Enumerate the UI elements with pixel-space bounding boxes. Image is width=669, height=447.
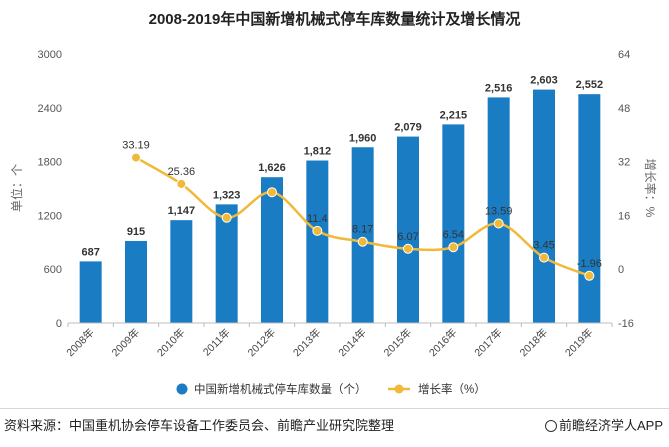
legend-bar-label: 中国新增机械式停车库数量（个） — [194, 382, 367, 396]
growth-point — [312, 225, 323, 236]
growth-point — [493, 218, 504, 229]
bar-value-label: 2,215 — [440, 109, 468, 121]
y-axis-title: 单位：个 — [9, 164, 24, 212]
growth-value-label: 11.4 — [307, 213, 328, 225]
growth-point — [221, 212, 232, 223]
bar — [261, 177, 283, 323]
y2-tick-label: 16 — [618, 210, 630, 222]
bar — [442, 124, 465, 323]
growth-value-label: 13.59 — [485, 206, 513, 218]
x-tick-label: 2014年 — [336, 326, 369, 359]
growth-value-label: 33.19 — [122, 140, 150, 152]
bar — [533, 89, 555, 324]
bar — [125, 240, 147, 323]
bar — [79, 261, 102, 323]
growth-value-label: 25.36 — [168, 166, 196, 178]
bar-series — [79, 89, 601, 324]
y-tick-label: 1800 — [38, 157, 62, 169]
growth-value-label: 3.45 — [533, 240, 554, 252]
growth-point — [357, 236, 368, 247]
bar-value-label: 1,323 — [213, 189, 241, 201]
y-tick-label: 600 — [44, 264, 62, 276]
x-tick-label: 2013年 — [290, 326, 323, 359]
chart-title: 2008-2019年中国新增机械式停车库数量统计及增长情况 — [149, 10, 521, 28]
bar-value-label: 1,147 — [168, 205, 196, 217]
y2-tick-label: -16 — [618, 318, 634, 330]
axes: 0 600 1200 1800 2400 3000 -16 0 16 32 48 64 单位：个 增长率：… — [9, 49, 658, 359]
bar — [170, 220, 193, 323]
x-tick-label: 2018年 — [517, 326, 550, 359]
y2-tick-label: 0 — [618, 264, 624, 276]
legend-bar-marker — [176, 383, 188, 395]
data-labels: 687 915 1,147 1,323 1,626 1,812 1,960 2,079 2,21… — [81, 75, 603, 270]
bar-value-label: 1,626 — [258, 162, 286, 174]
growth-point — [584, 270, 595, 281]
footer: 资料来源：中国重机协会停车设备工作委员会、前瞻产业研究院整理 前瞻经济学人APP — [0, 408, 669, 435]
growth-point — [267, 187, 277, 198]
brand-text: 前瞻经济学人APP — [558, 418, 663, 433]
bar — [351, 147, 374, 323]
growth-value-label: 6.54 — [443, 229, 464, 241]
bar-value-label: 1,960 — [349, 132, 377, 144]
y2-axis-title: 增长率：% — [643, 159, 658, 218]
legend: 中国新增机械式停车库数量（个） 增长率（%） — [176, 382, 486, 396]
growth-value-label: 6.07 — [397, 231, 418, 243]
bar-value-label: 2,079 — [394, 122, 422, 134]
y-tick-label: 0 — [56, 318, 62, 330]
source-note: 资料来源：中国重机协会停车设备工作委员会、前瞻产业研究院整理 — [4, 418, 395, 433]
x-tick-label: 2015年 — [381, 326, 414, 359]
bar — [397, 136, 419, 323]
growth-line-series — [131, 152, 595, 281]
y2-tick-label: 64 — [618, 49, 630, 61]
growth-value-label: -1.96 — [577, 258, 602, 270]
x-tick-label: 2010年 — [154, 326, 187, 359]
legend-line-label: 增长率（%） — [418, 382, 486, 396]
x-tick-label: 2019年 — [562, 326, 595, 359]
bar-value-label: 2,552 — [576, 79, 604, 91]
x-tick-label: 2012年 — [245, 326, 278, 359]
bar — [578, 94, 601, 323]
x-tick-label: 2011年 — [200, 326, 233, 359]
x-tick-label: 2016年 — [426, 326, 459, 359]
y-tick-label: 1200 — [38, 210, 62, 222]
brand-credit: 前瞻经济学人APP — [544, 415, 663, 434]
x-tick-label: 2009年 — [109, 326, 142, 359]
bar-value-label: 915 — [127, 226, 145, 238]
growth-point — [403, 243, 413, 254]
legend-line-marker — [394, 384, 404, 394]
bar — [306, 160, 329, 323]
growth-point — [131, 152, 141, 163]
chart: 2008-2019年中国新增机械式停车库数量统计及增长情况 687 915 1,14… — [9, 10, 658, 396]
x-tick-label: 2017年 — [472, 326, 505, 359]
x-tick-label: 2008年 — [64, 326, 97, 359]
growth-point — [448, 242, 459, 253]
bar-value-label: 1,812 — [304, 146, 332, 158]
growth-point — [539, 252, 549, 263]
bar-value-label: 2,516 — [485, 82, 513, 94]
bar — [215, 204, 238, 323]
brand-logo-icon — [544, 420, 557, 432]
y2-tick-label: 48 — [618, 103, 630, 115]
bar-value-label: 2,603 — [530, 75, 558, 87]
growth-point — [176, 178, 187, 189]
y-tick-label: 2400 — [38, 103, 62, 115]
bar — [487, 97, 510, 323]
y-tick-label: 3000 — [38, 49, 62, 61]
bar-value-label: 687 — [81, 246, 99, 258]
y2-tick-label: 32 — [618, 157, 630, 169]
growth-value-label: 8.17 — [352, 224, 373, 236]
